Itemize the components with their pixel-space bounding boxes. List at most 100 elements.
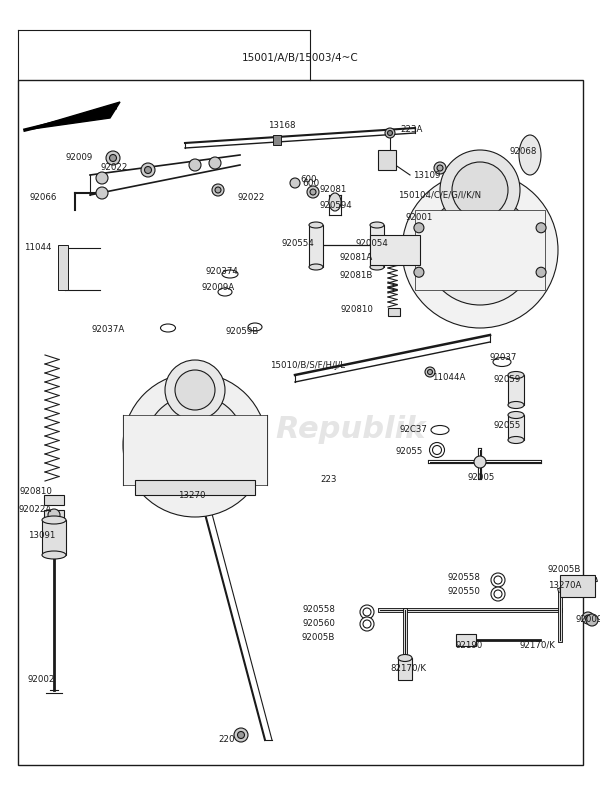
- Text: 600: 600: [300, 176, 317, 184]
- Circle shape: [414, 267, 424, 277]
- Circle shape: [425, 367, 435, 377]
- Text: 92055: 92055: [395, 447, 422, 457]
- Text: 92068: 92068: [510, 148, 538, 156]
- Text: 223: 223: [320, 476, 337, 484]
- Text: 92005B: 92005B: [302, 633, 335, 642]
- Circle shape: [307, 186, 319, 198]
- Text: 92022A: 92022A: [19, 506, 52, 514]
- Text: 92022: 92022: [238, 192, 265, 202]
- Circle shape: [425, 195, 535, 305]
- Bar: [388, 308, 400, 316]
- Circle shape: [123, 373, 267, 517]
- Circle shape: [145, 395, 245, 495]
- Text: 11044: 11044: [25, 243, 52, 251]
- Text: 920374: 920374: [205, 266, 238, 276]
- Text: 13168: 13168: [268, 121, 296, 130]
- Bar: [273, 135, 281, 145]
- Bar: [135, 480, 255, 495]
- Circle shape: [536, 267, 546, 277]
- Ellipse shape: [494, 576, 502, 584]
- Text: 920554: 920554: [282, 239, 315, 249]
- Text: 92170/K: 92170/K: [520, 641, 556, 649]
- Text: 92059B: 92059B: [226, 327, 259, 337]
- Text: 13109: 13109: [413, 170, 440, 180]
- Bar: [398, 658, 412, 680]
- Bar: [370, 235, 420, 265]
- Ellipse shape: [370, 264, 384, 270]
- Ellipse shape: [222, 270, 238, 278]
- Circle shape: [402, 172, 558, 328]
- Text: 92037: 92037: [490, 353, 517, 363]
- Text: 223A: 223A: [400, 126, 422, 134]
- Text: 13091: 13091: [28, 531, 55, 539]
- Circle shape: [310, 189, 316, 195]
- Text: 92009A: 92009A: [202, 283, 235, 293]
- Text: 92009B: 92009B: [575, 615, 600, 625]
- Bar: [58, 245, 68, 290]
- Text: 920550: 920550: [447, 587, 480, 597]
- Text: 920558: 920558: [447, 574, 480, 582]
- Circle shape: [145, 166, 151, 173]
- Text: 920054: 920054: [355, 239, 388, 249]
- Text: 92059: 92059: [493, 375, 520, 385]
- Text: 920558: 920558: [302, 605, 335, 615]
- Circle shape: [434, 162, 446, 174]
- Ellipse shape: [363, 608, 371, 616]
- Ellipse shape: [42, 516, 66, 524]
- Ellipse shape: [431, 425, 449, 435]
- Circle shape: [212, 184, 224, 196]
- Text: 92C37: 92C37: [400, 425, 428, 435]
- Ellipse shape: [42, 551, 66, 559]
- Bar: [508, 415, 524, 440]
- Text: 220: 220: [218, 736, 235, 744]
- Text: 92002: 92002: [28, 676, 55, 685]
- Text: 600: 600: [302, 178, 319, 188]
- Text: 13270: 13270: [178, 491, 205, 499]
- Circle shape: [110, 155, 116, 162]
- Ellipse shape: [494, 590, 502, 598]
- Circle shape: [474, 456, 486, 468]
- Ellipse shape: [493, 357, 511, 367]
- Bar: [44, 510, 64, 520]
- Circle shape: [165, 417, 225, 477]
- Ellipse shape: [430, 443, 445, 458]
- Circle shape: [582, 612, 594, 624]
- Circle shape: [106, 151, 120, 165]
- Text: 920810: 920810: [340, 305, 373, 315]
- Circle shape: [414, 223, 424, 233]
- Text: 15010/B/S/F/H/J/L: 15010/B/S/F/H/J/L: [270, 360, 345, 370]
- Ellipse shape: [398, 655, 412, 662]
- Circle shape: [427, 370, 433, 374]
- Ellipse shape: [360, 605, 374, 619]
- Ellipse shape: [491, 573, 505, 587]
- Text: 92081: 92081: [320, 185, 347, 195]
- Circle shape: [585, 615, 591, 621]
- Circle shape: [440, 150, 520, 230]
- Text: 92081A: 92081A: [340, 254, 373, 262]
- Bar: [378, 150, 396, 170]
- Text: 920594: 920594: [320, 200, 353, 210]
- Circle shape: [536, 223, 546, 233]
- Circle shape: [452, 162, 508, 218]
- Ellipse shape: [508, 371, 524, 378]
- Ellipse shape: [491, 587, 505, 601]
- Circle shape: [586, 614, 598, 626]
- Circle shape: [96, 172, 108, 184]
- Text: 92005: 92005: [468, 473, 496, 483]
- Bar: [370, 225, 384, 267]
- Circle shape: [385, 128, 395, 138]
- Bar: [44, 495, 64, 505]
- Text: 920810: 920810: [19, 487, 52, 496]
- Text: 92081B: 92081B: [340, 271, 373, 279]
- Circle shape: [215, 187, 221, 193]
- Circle shape: [96, 187, 108, 199]
- Ellipse shape: [218, 288, 232, 296]
- Polygon shape: [25, 102, 120, 130]
- Ellipse shape: [433, 446, 442, 455]
- Bar: [123, 415, 267, 485]
- Text: 150104/C/E/G/I/K/N: 150104/C/E/G/I/K/N: [398, 191, 481, 199]
- Circle shape: [48, 509, 60, 521]
- Circle shape: [165, 360, 225, 420]
- Ellipse shape: [508, 436, 524, 444]
- Circle shape: [209, 157, 221, 169]
